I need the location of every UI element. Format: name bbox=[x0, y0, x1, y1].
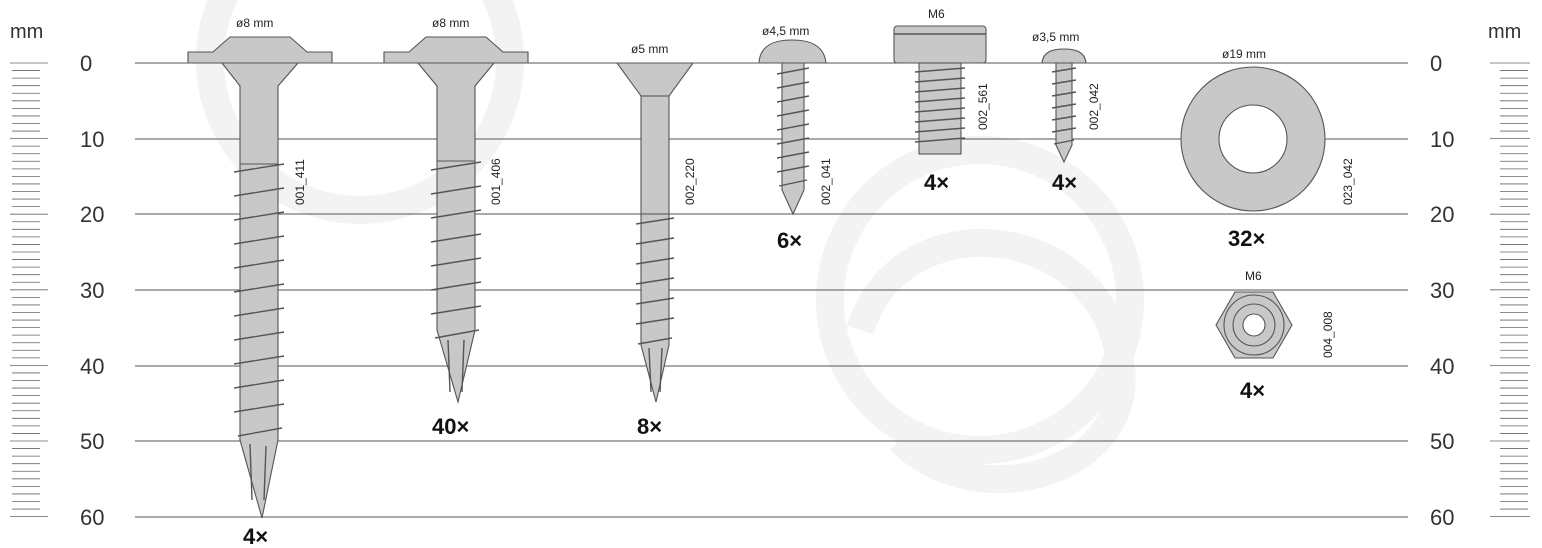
tick-label-right: 50 bbox=[1430, 429, 1454, 454]
part-quantity-label: 4× bbox=[1240, 378, 1265, 403]
screw-002-042: ø3,5 mm 002_042 4× bbox=[1032, 30, 1101, 195]
tick-label-right: 40 bbox=[1430, 354, 1454, 379]
part-quantity-label: 8× bbox=[637, 414, 662, 439]
part-size-label: ø19 mm bbox=[1222, 47, 1266, 61]
part-code-label: 023_042 bbox=[1341, 158, 1355, 205]
tick-label-right: 60 bbox=[1430, 505, 1454, 530]
screw-thread-lines bbox=[776, 67, 810, 187]
part-quantity-label: 6× bbox=[777, 228, 802, 253]
part-size-label: ø8 mm bbox=[236, 16, 273, 30]
tick-label-left: 60 bbox=[80, 505, 104, 530]
screw-thread-lines bbox=[1051, 67, 1077, 145]
washer-023-042: ø19 mm 023_042 32× bbox=[1180, 47, 1355, 251]
part-quantity-label: 4× bbox=[924, 170, 949, 195]
part-size-label: ø8 mm bbox=[432, 16, 469, 30]
tick-label-left: 50 bbox=[80, 429, 104, 454]
part-code-label: 002_561 bbox=[976, 83, 990, 130]
part-code-label: 001_406 bbox=[489, 158, 503, 205]
screw-threaded-body bbox=[436, 160, 476, 405]
screw-drill-tip bbox=[249, 443, 267, 501]
tick-label-left: 10 bbox=[80, 127, 104, 152]
part-quantity-label: 4× bbox=[1052, 170, 1077, 195]
screw-thread-lines bbox=[914, 67, 966, 143]
tick-label-left: 30 bbox=[80, 278, 104, 303]
screw-thread-lines bbox=[635, 217, 675, 345]
unit-label-right: mm bbox=[1488, 21, 1521, 43]
tick-label-right: 20 bbox=[1430, 202, 1454, 227]
ruler-left bbox=[10, 62, 48, 517]
screw-drill-tip bbox=[648, 347, 663, 393]
screw-001-411: ø8 mm 001_411 4× bbox=[187, 16, 333, 548]
part-size-label: ø4,5 mm bbox=[762, 24, 809, 38]
screw-head-pan bbox=[1041, 48, 1087, 64]
part-code-label: 002_220 bbox=[683, 158, 697, 205]
screw-threaded-body bbox=[781, 62, 805, 216]
screw-002-561: M6 002_561 4× bbox=[893, 7, 990, 195]
screw-001-406: ø8 mm 001_406 40× bbox=[383, 16, 529, 439]
tick-label-left: 0 bbox=[80, 51, 92, 76]
part-code-label: 004_008 bbox=[1321, 311, 1335, 358]
part-size-label: M6 bbox=[1245, 269, 1262, 283]
washer-hole bbox=[1218, 104, 1288, 174]
screw-002-041: ø4,5 mm 002_041 6× bbox=[758, 24, 833, 253]
tick-labels-left: 0 10 20 30 40 50 60 bbox=[80, 51, 104, 530]
tick-label-left: 40 bbox=[80, 354, 104, 379]
screw-threaded-body bbox=[1055, 62, 1073, 164]
screw-thread-lines bbox=[233, 163, 285, 437]
screw-threaded-body bbox=[239, 163, 279, 519]
nut-004-008: M6 004_008 4× bbox=[1215, 269, 1335, 403]
part-code-label: 002_042 bbox=[1087, 83, 1101, 130]
nut-hole bbox=[1242, 313, 1266, 337]
screw-shank bbox=[640, 95, 670, 215]
part-code-label: 001_411 bbox=[293, 159, 307, 205]
tick-label-left: 20 bbox=[80, 202, 104, 227]
part-quantity-label: 40× bbox=[432, 414, 469, 439]
part-code-label: 002_041 bbox=[819, 158, 833, 205]
screw-drill-tip bbox=[447, 339, 465, 393]
tick-label-right: 0 bbox=[1430, 51, 1442, 76]
ruler-right bbox=[1490, 62, 1530, 517]
part-size-label: M6 bbox=[928, 7, 945, 21]
part-size-label: ø5 mm bbox=[631, 42, 668, 56]
tick-label-right: 30 bbox=[1430, 278, 1454, 303]
part-size-label: ø3,5 mm bbox=[1032, 30, 1079, 44]
screw-thread-lines bbox=[430, 161, 482, 339]
screw-002-220: ø5 mm 002_220 8× bbox=[615, 42, 697, 439]
unit-label-left: mm bbox=[10, 21, 43, 43]
screw-head-pan bbox=[758, 39, 827, 64]
screw-head-countersunk bbox=[615, 62, 695, 97]
part-quantity-label: 4× bbox=[243, 524, 268, 548]
part-quantity-label: 32× bbox=[1228, 226, 1265, 251]
tick-label-right: 10 bbox=[1430, 127, 1454, 152]
tick-labels-right: 0 10 20 30 40 50 60 bbox=[1430, 51, 1454, 530]
screw-head-flanged bbox=[893, 25, 987, 64]
